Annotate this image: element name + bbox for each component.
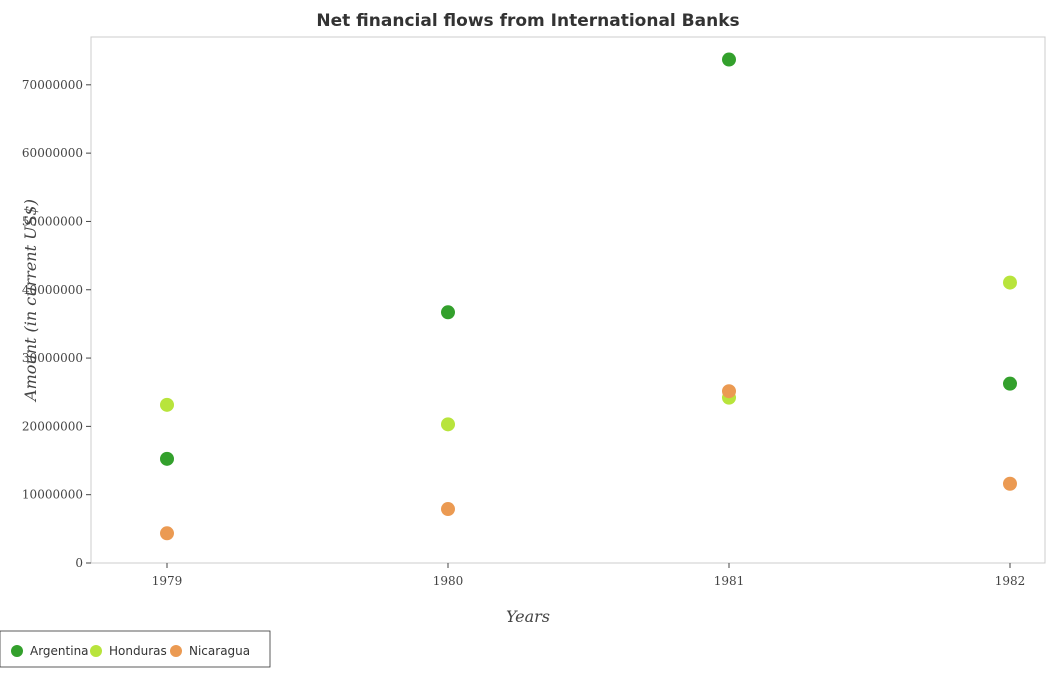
legend-label-nicaragua: Nicaragua [189, 644, 250, 658]
point-nicaragua [160, 526, 174, 541]
point-nicaragua [1003, 476, 1017, 491]
x-tick-label: 1980 [433, 574, 464, 588]
point-argentina [1003, 376, 1017, 391]
legend-marker-argentina [11, 645, 23, 657]
y-tick-label: 0 [75, 556, 83, 570]
y-axis-label: Amount (in current US$) [21, 199, 40, 403]
y-tick-label: 60000000 [22, 146, 83, 160]
y-tick-label: 40000000 [22, 283, 83, 297]
legend-marker-honduras [90, 645, 102, 657]
point-nicaragua [722, 384, 736, 399]
x-axis-label: Years [506, 607, 550, 626]
x-tick-label: 1979 [152, 574, 183, 588]
y-axis: 0 10000000 20000000 30000000 40000000 5000000… [22, 78, 91, 570]
point-honduras [160, 397, 174, 412]
point-nicaragua [441, 502, 455, 517]
y-tick-label: 30000000 [22, 351, 83, 365]
x-tick-label: 1981 [714, 574, 745, 588]
y-tick-label: 50000000 [22, 214, 83, 228]
chart-title: Net financial flows from International B… [316, 11, 739, 31]
data-points [160, 52, 1017, 541]
plot-area [90, 36, 1046, 564]
x-axis: 1979 1980 1981 1982 [152, 563, 1026, 588]
point-honduras [441, 417, 455, 432]
point-argentina [722, 52, 736, 67]
y-tick-label: 10000000 [22, 488, 83, 502]
legend-marker-nicaragua [170, 645, 182, 657]
legend-label-honduras: Honduras [109, 644, 167, 658]
legend: Argentina Honduras Nicaragua [0, 630, 271, 668]
legend-box [0, 630, 271, 668]
y-tick-label: 20000000 [22, 419, 83, 433]
point-honduras [1003, 275, 1017, 290]
legend-label-argentina: Argentina [30, 644, 89, 658]
point-argentina [441, 305, 455, 320]
point-argentina [160, 451, 174, 466]
y-tick-label: 70000000 [22, 78, 83, 92]
x-tick-label: 1982 [995, 574, 1026, 588]
